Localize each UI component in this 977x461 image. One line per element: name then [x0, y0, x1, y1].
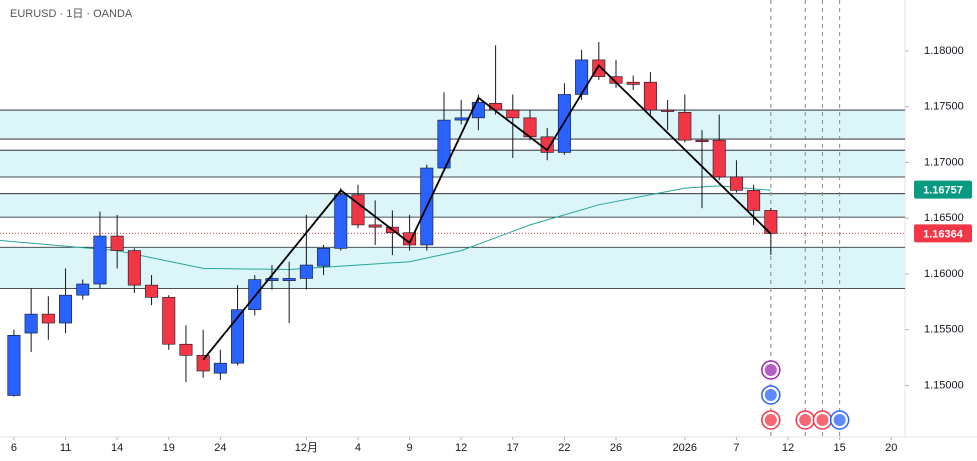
candle-body — [282, 278, 296, 281]
candle-body — [265, 278, 279, 281]
x-tick-label: 17 — [507, 442, 519, 454]
x-tick-label: 2026 — [673, 442, 697, 454]
x-tick-label: 15 — [834, 442, 846, 454]
y-tick-label: 1.18000 — [924, 45, 964, 57]
candle-body — [76, 283, 90, 296]
x-tick-label: 22 — [558, 442, 570, 454]
x-tick-label: 12 — [455, 442, 467, 454]
x-tick-label: 12 — [782, 442, 794, 454]
candle-body — [110, 235, 124, 251]
price-tag — [914, 180, 972, 199]
zone — [0, 247, 905, 289]
zigzag-line — [202, 64, 772, 361]
candle-body — [368, 224, 382, 228]
zone — [0, 110, 905, 140]
x-tick-label: 9 — [407, 442, 413, 454]
candle-body — [196, 355, 210, 372]
candle-body — [179, 343, 193, 356]
candle-body — [299, 264, 313, 279]
x-tick-label: 12月 — [295, 442, 318, 454]
zone — [0, 193, 905, 218]
x-tick-label: 14 — [111, 442, 123, 454]
event-icon-inner — [833, 414, 846, 426]
zone — [0, 150, 905, 177]
candle-body — [41, 313, 55, 324]
y-tick-label: 1.17000 — [924, 156, 964, 168]
candle-body — [506, 109, 520, 119]
candle-body — [127, 250, 141, 286]
candle-body — [317, 248, 331, 267]
candle-body — [231, 309, 245, 364]
event-icon-inner — [764, 364, 777, 376]
x-tick-label: 4 — [355, 442, 361, 454]
candle-body — [471, 101, 485, 119]
y-tick-label: 1.16500 — [924, 212, 964, 224]
x-tick-label: 11 — [60, 442, 71, 454]
x-tick-label: 20 — [885, 442, 897, 454]
candle-body — [695, 139, 709, 142]
candle-body — [592, 59, 606, 77]
candle-body — [59, 294, 73, 324]
candle-body — [213, 362, 227, 374]
event-icon-inner — [764, 414, 777, 426]
y-tick-label: 1.15500 — [924, 324, 964, 336]
x-tick-label: 19 — [163, 442, 175, 454]
candle-body — [747, 190, 761, 211]
price-tag-label: 1.16364 — [923, 228, 964, 240]
y-tick-label: 1.15000 — [924, 379, 964, 391]
candle-body — [145, 284, 159, 298]
candle-body — [93, 235, 107, 285]
y-tick-label: 1.17500 — [924, 101, 964, 113]
chart-title: EURUSD · 1日 · OANDA — [10, 8, 133, 20]
candle-body — [678, 111, 692, 141]
event-icon-inner — [764, 389, 777, 401]
moving-average — [0, 185, 771, 271]
candle-body — [712, 139, 726, 178]
candle-body — [454, 117, 468, 121]
x-tick-label: 6 — [11, 442, 17, 454]
candle-body — [437, 119, 451, 169]
candle-body — [162, 297, 176, 345]
candle-body — [626, 81, 640, 85]
candle-body — [643, 81, 657, 111]
price-tag — [914, 224, 972, 243]
y-tick-label: 1.16000 — [924, 268, 964, 280]
candle-body — [729, 176, 743, 191]
price-tag-label: 1.16757 — [923, 184, 963, 196]
x-tick-label: 7 — [733, 442, 739, 454]
event-icon-inner — [799, 414, 812, 426]
x-tick-label: 24 — [214, 442, 226, 454]
event-icon-inner — [816, 414, 829, 426]
candle-body — [334, 194, 348, 249]
candle-body — [24, 313, 38, 334]
candle-body — [351, 194, 365, 226]
candle-body — [7, 335, 21, 396]
candle-body — [248, 279, 262, 310]
candle-body — [575, 59, 589, 95]
x-tick-label: 26 — [610, 442, 622, 454]
candle-body — [661, 109, 675, 112]
